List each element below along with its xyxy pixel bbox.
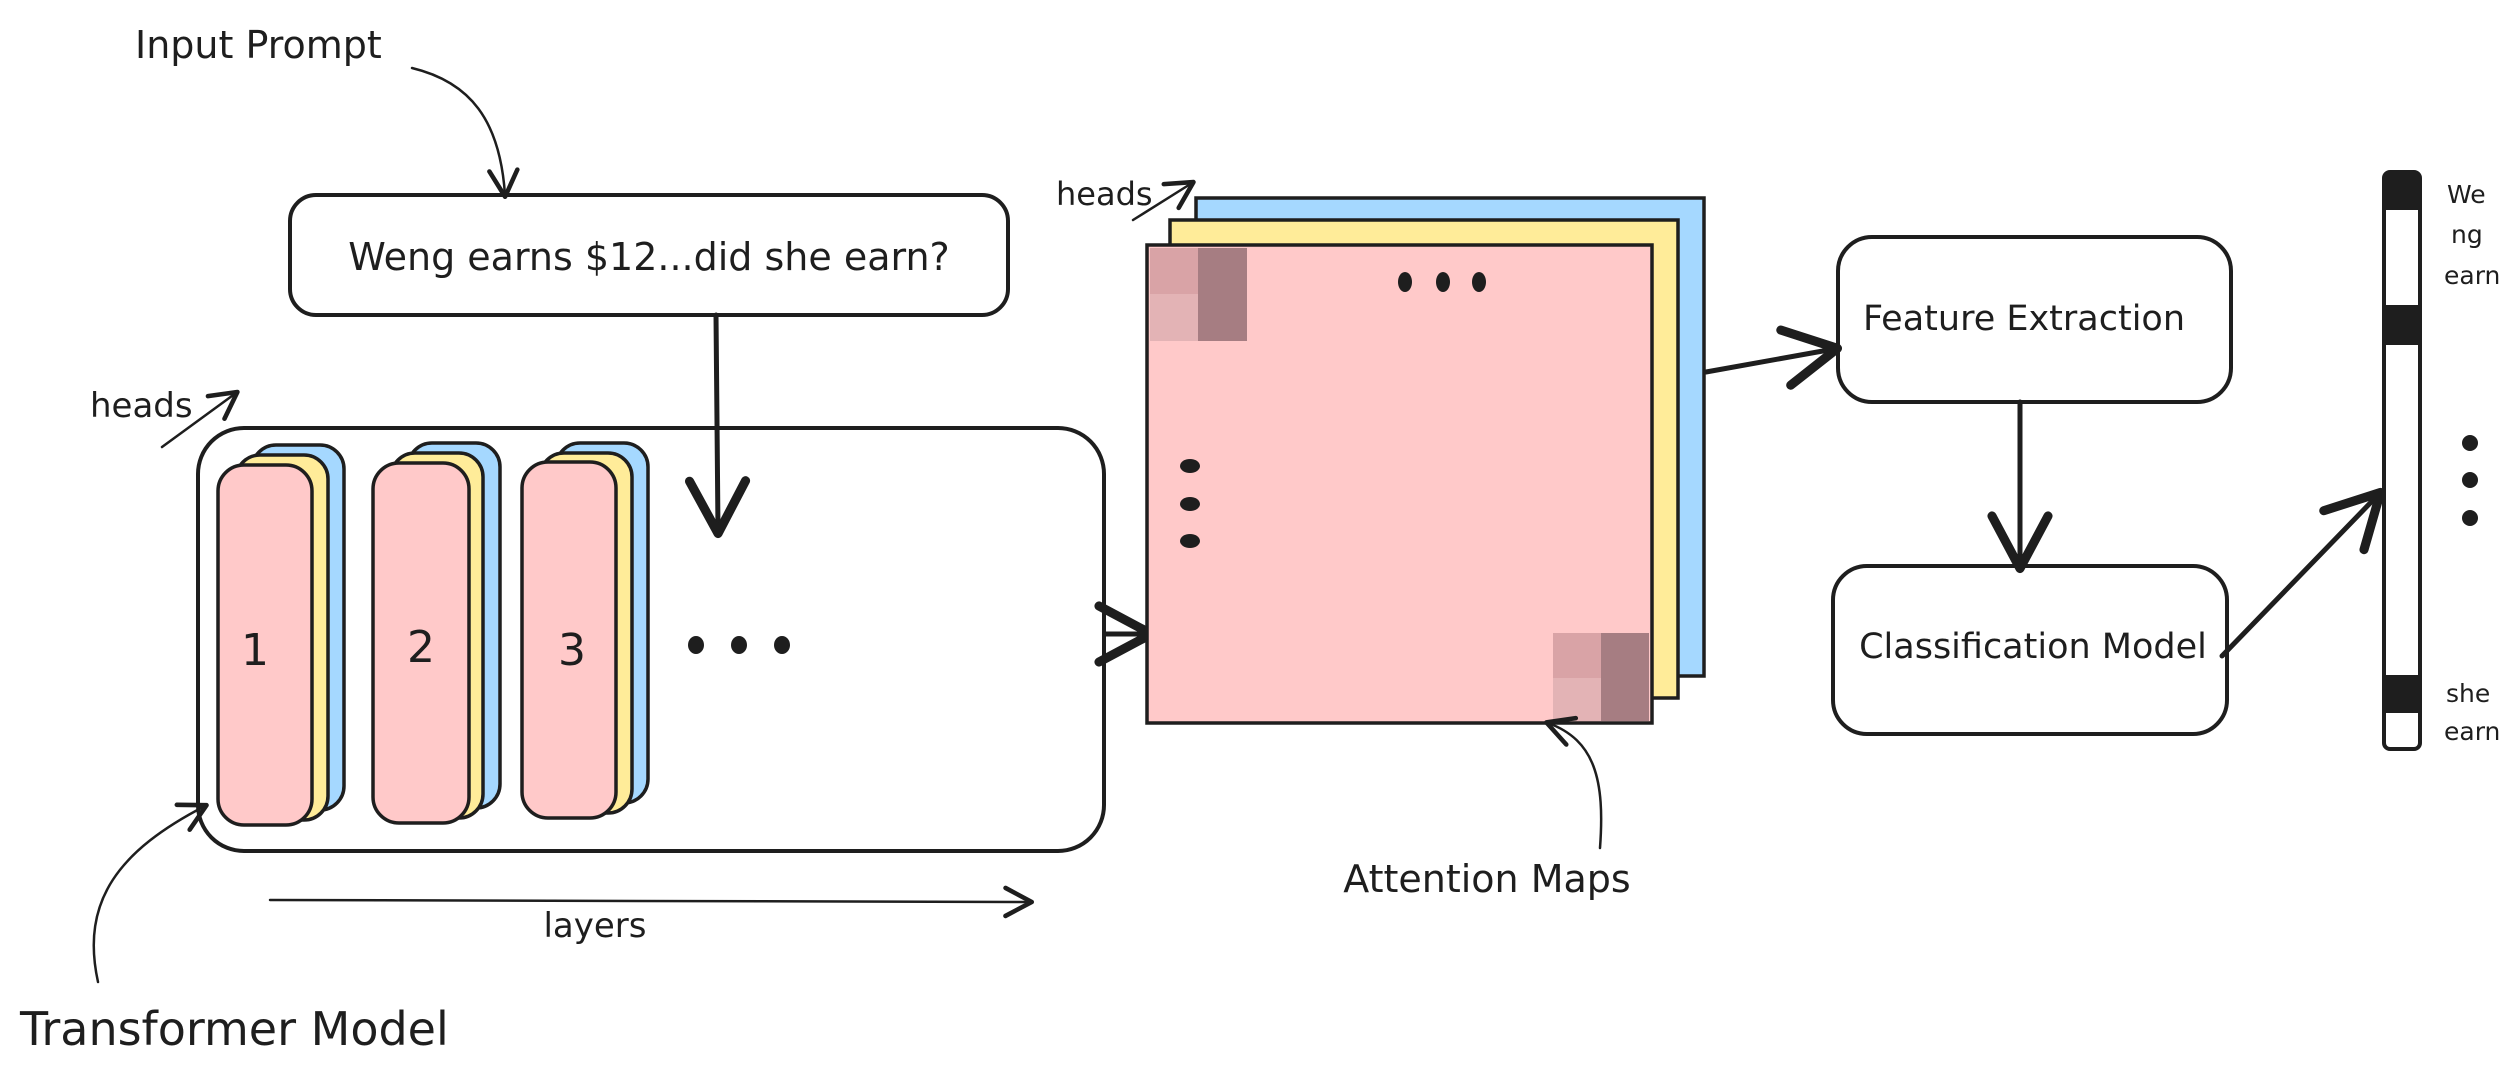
classification-to-output-arrow (2219, 487, 2385, 659)
input-prompt-label: Input Prompt (135, 23, 382, 67)
prompt-box: Weng earns $12...did she earn? (288, 193, 1010, 317)
attention-map-stack (1145, 196, 1706, 725)
transformer-model-arrow (92, 802, 209, 984)
heads-label-left: heads (90, 386, 193, 426)
feature-extraction-label: Feature Extraction (1863, 299, 2185, 339)
attention-maps-label: Attention Maps (1343, 857, 1630, 901)
heads-arrow-left (160, 389, 240, 449)
layers-label: layers (543, 906, 646, 946)
layer-block-1: 1 (216, 443, 346, 827)
head-card-front (520, 460, 618, 820)
prompt-to-transformer-arrow (684, 312, 751, 539)
classification-model-box: Classification Model (1831, 564, 2229, 736)
token-label: she (2446, 679, 2490, 708)
head-card-front (216, 463, 314, 827)
layers-ellipsis (688, 636, 790, 654)
token-highlight (2386, 675, 2418, 713)
token-ellipsis-vertical (2462, 435, 2478, 526)
layer-number-2: 2 (407, 622, 435, 673)
attention-cells-bottom-right (1553, 633, 1649, 721)
token-highlight (2386, 174, 2418, 210)
prompt-text: Weng earns $12...did she earn? (348, 235, 949, 279)
feature-extraction-box: Feature Extraction (1836, 235, 2233, 404)
output-token-bar (2382, 170, 2422, 751)
head-card-front (371, 461, 471, 825)
attention-cells-top-left (1150, 248, 1247, 341)
attention-ellipsis-vertical (1180, 459, 1200, 548)
token-label: earn (2444, 261, 2500, 290)
layer-number-3: 3 (558, 625, 586, 676)
token-label: ng (2451, 220, 2483, 249)
layers-arrow (268, 885, 1035, 919)
layer-number-1: 1 (241, 625, 269, 676)
attention-ellipsis-horizontal (1398, 272, 1486, 292)
token-label: We (2447, 180, 2486, 209)
layer-block-2: 2 (371, 441, 502, 825)
token-label: earn (2444, 717, 2500, 746)
heads-arrow-right (1131, 179, 1196, 222)
heads-label-right: heads (1056, 175, 1153, 213)
layer-block-3: 3 (520, 441, 650, 820)
attention-to-feature-arrow (1703, 325, 1842, 390)
transformer-model-label: Transformer Model (19, 1002, 449, 1056)
input-prompt-arrow (410, 66, 520, 200)
attention-maps-arrow (1544, 715, 1603, 850)
classification-model-label: Classification Model (1859, 627, 2207, 667)
token-highlight (2386, 305, 2418, 345)
